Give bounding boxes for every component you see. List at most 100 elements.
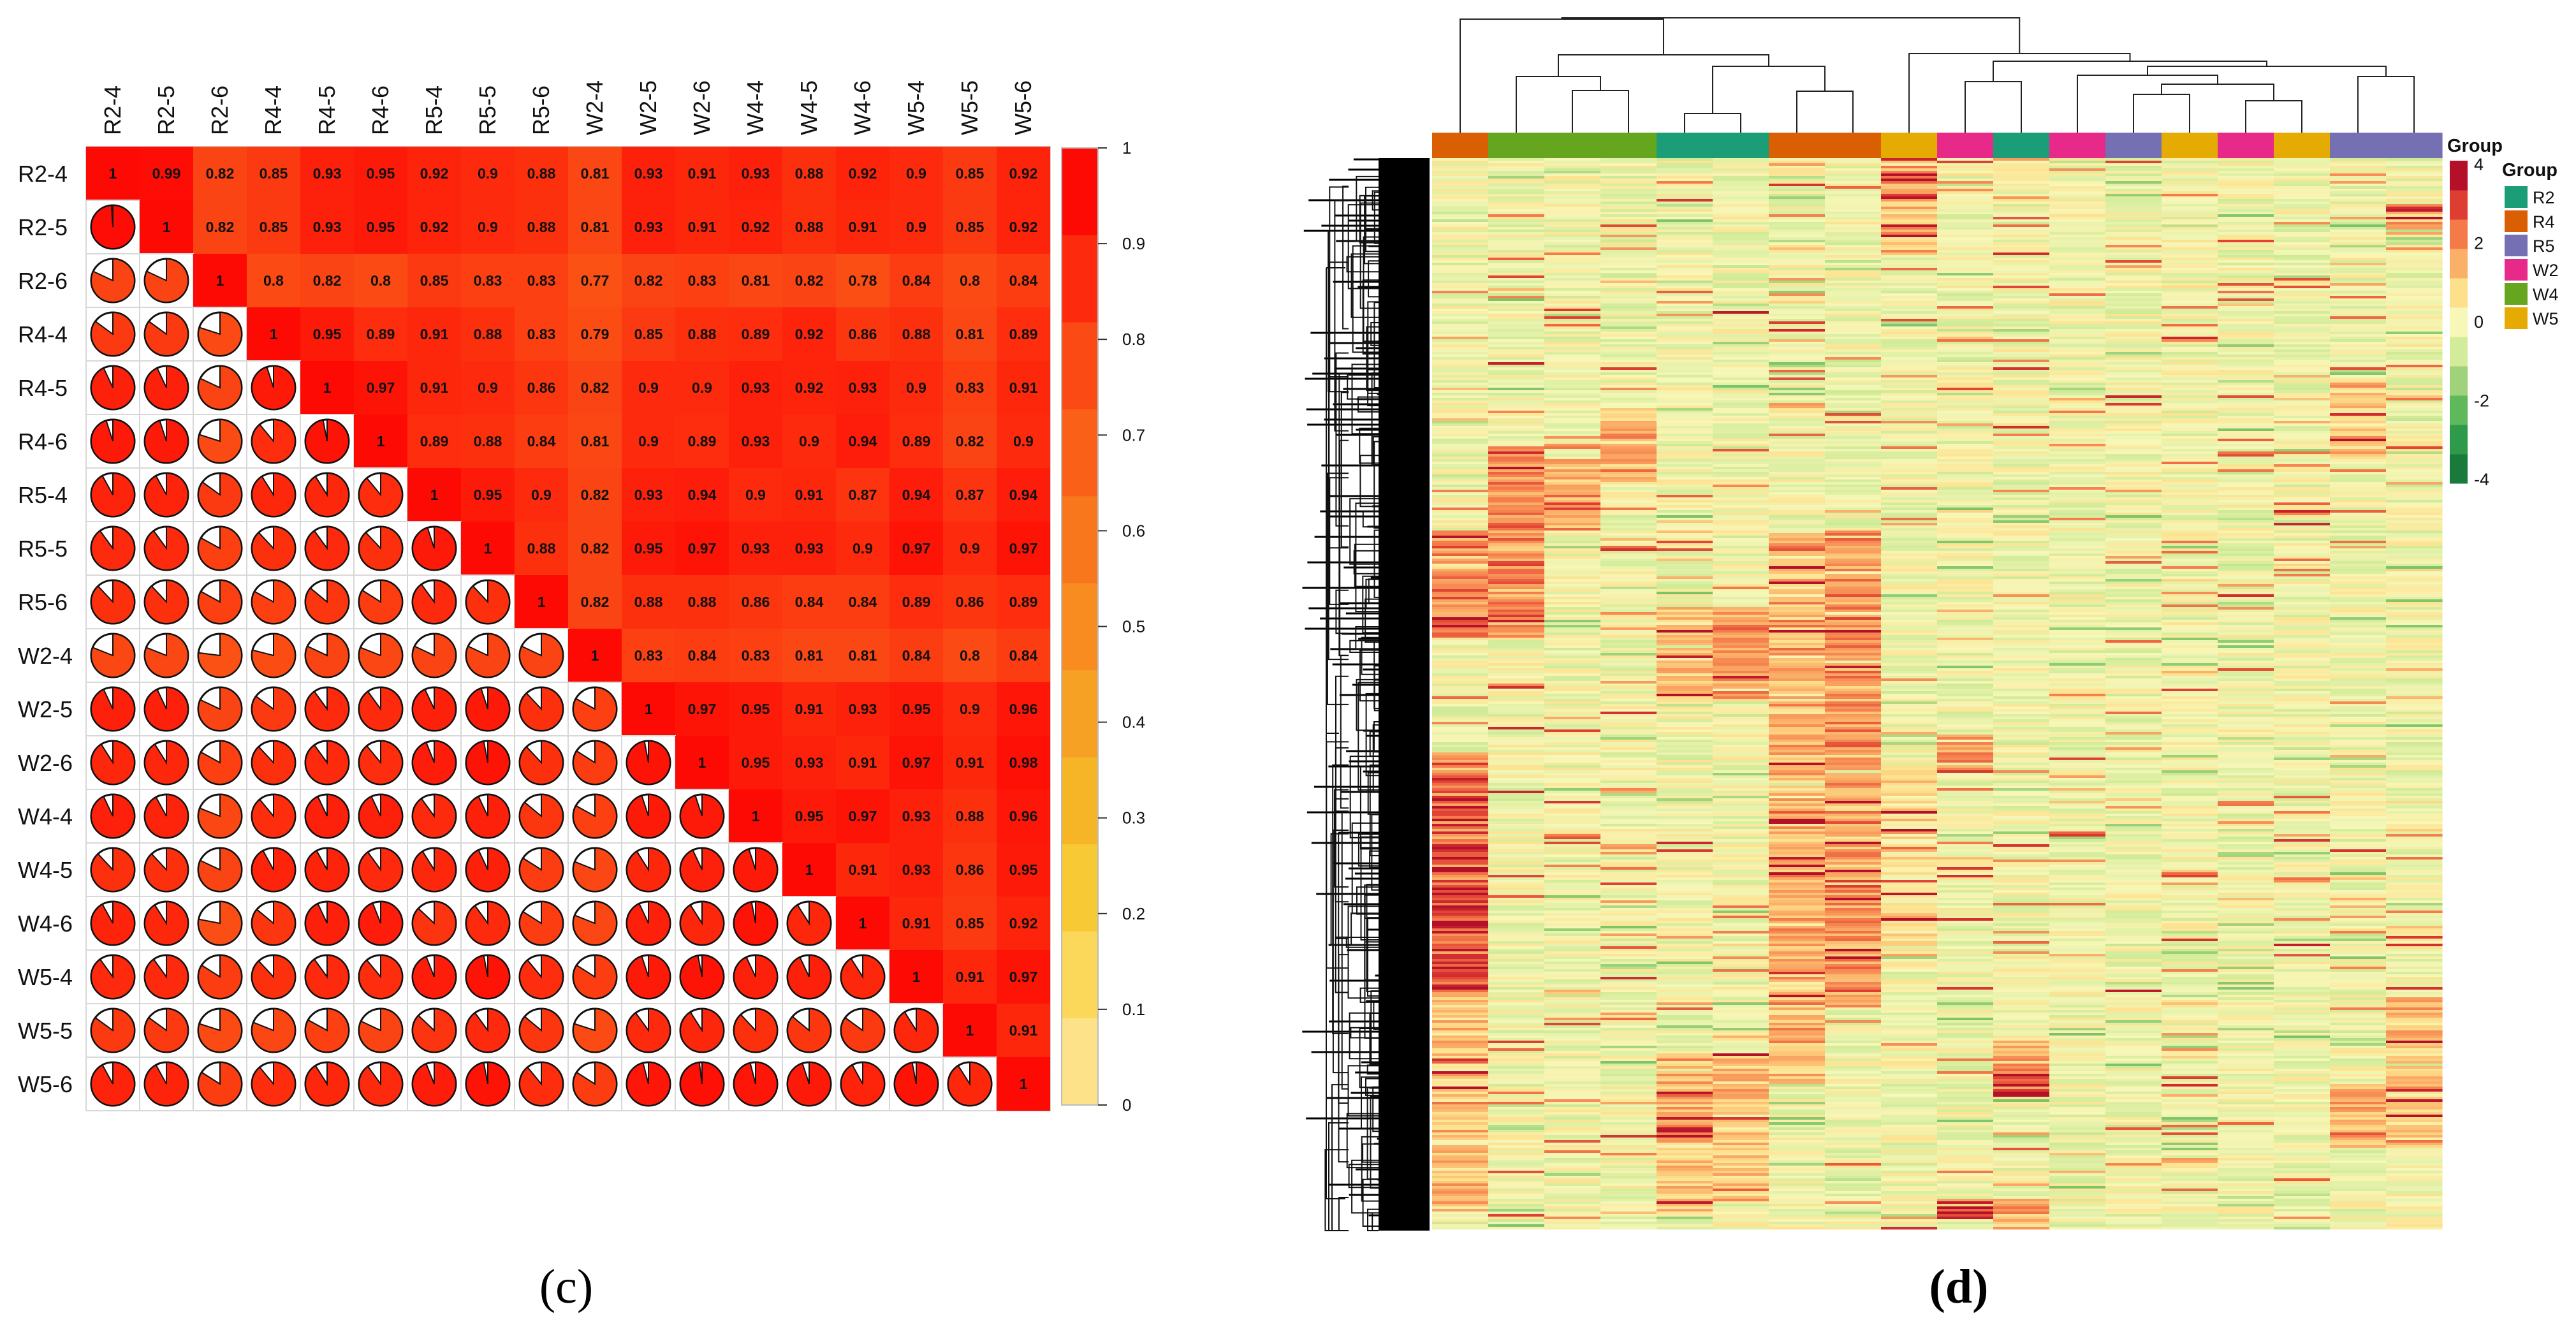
heatmap-cell — [1769, 523, 1826, 526]
heatmap-cell — [1544, 296, 1601, 299]
corr-cell-value: 0.98 — [1009, 754, 1038, 771]
heatmap-cell — [1488, 383, 1545, 386]
heatmap-cell — [1769, 1209, 1826, 1212]
heatmap-cell — [1657, 842, 1713, 845]
heatmap-cell — [1825, 278, 1882, 281]
heatmap-cell — [1600, 1104, 1657, 1108]
heatmap-cell — [1657, 329, 1713, 332]
dendrogram-branch — [1572, 90, 1629, 133]
pie-slice — [144, 793, 189, 838]
heatmap-cell — [1713, 235, 1769, 238]
heatmap-cell — [1825, 1189, 1882, 1192]
heatmap-cell — [1432, 230, 1489, 233]
corr-cell — [407, 361, 461, 414]
heatmap-cell — [1937, 281, 1994, 284]
heatmap-cell — [1713, 809, 1769, 812]
heatmap-cell — [1488, 1112, 1545, 1115]
heatmap-cell — [1769, 1089, 1826, 1092]
heatmap-cell — [1432, 408, 1489, 411]
corr-cell — [354, 307, 407, 361]
corr-cell — [407, 147, 461, 200]
heatmap-cell — [1769, 635, 1826, 638]
heatmap-cell — [1600, 270, 1657, 274]
heatmap-cell — [1713, 1176, 1769, 1179]
heatmap-cell — [1432, 1066, 1489, 1069]
heatmap-cell — [1544, 388, 1601, 391]
pie-slice — [412, 579, 457, 624]
heatmap-cell — [1544, 735, 1601, 738]
heatmap-cell — [1881, 571, 1938, 575]
heatmap-cell — [1600, 551, 1657, 554]
heatmap-cell — [1937, 235, 1994, 238]
heatmap-cell — [1769, 255, 1826, 258]
heatmap-cell — [1937, 321, 1994, 325]
heatmap-cell — [1657, 1173, 1713, 1176]
heatmap-cell — [1769, 1064, 1826, 1067]
heatmap-cell — [1488, 569, 1545, 572]
heatmap-cell — [1769, 1036, 1826, 1039]
heatmap-cell — [1657, 334, 1713, 337]
heatmap-cell — [1432, 880, 1489, 883]
heatmap-cell — [1713, 829, 1769, 832]
heatmap-cell — [1488, 406, 1545, 409]
corr-cell — [515, 254, 568, 307]
heatmap-cell — [1600, 936, 1657, 939]
heatmap-cell — [1488, 582, 1545, 585]
pie-slice — [840, 1061, 885, 1106]
heatmap-cell — [1769, 875, 1826, 878]
heatmap-cell — [1881, 954, 1938, 957]
heatmap-cell — [1600, 1010, 1657, 1013]
heatmap-cell — [1825, 1092, 1882, 1095]
heatmap-cell — [1825, 525, 1882, 529]
heatmap-cell — [1881, 668, 1938, 671]
corr-cell — [300, 307, 354, 361]
heatmap-cell — [1769, 1079, 1826, 1082]
heatmap-cell — [1544, 1074, 1601, 1077]
heatmap-cell — [1713, 551, 1769, 554]
heatmap-cell — [1769, 171, 1826, 174]
heatmap-cell — [1713, 589, 1769, 592]
heatmap-cell — [1600, 849, 1657, 853]
heatmap-cell — [1713, 638, 1769, 641]
heatmap-cell — [1937, 288, 1994, 291]
heatmap-cell — [1657, 844, 1713, 847]
heatmap-cell — [1769, 286, 1826, 289]
heatmap-cell — [1713, 990, 1769, 993]
heatmap-cell — [1937, 831, 1994, 835]
heatmap-cell — [1488, 344, 1545, 348]
heatmap-cell — [1544, 571, 1601, 575]
heatmap-cell — [1881, 474, 1938, 478]
heatmap-cell — [1769, 411, 1826, 414]
heatmap-cell — [1657, 518, 1713, 521]
heatmap-cell — [1769, 852, 1826, 855]
heatmap-cell — [1881, 1036, 1938, 1039]
heatmap-cell — [1432, 288, 1489, 291]
heatmap-cell — [1769, 1117, 1826, 1120]
corr-cell-value: 0.86 — [742, 594, 770, 610]
heatmap-cell — [1657, 349, 1713, 353]
heatmap-cell — [1825, 212, 1882, 215]
heatmap-cell — [1713, 439, 1769, 442]
heatmap-cell — [1825, 964, 1882, 967]
heatmap-cell — [1600, 472, 1657, 475]
heatmap-cell — [1937, 191, 1994, 194]
heatmap-cell — [1600, 184, 1657, 187]
heatmap-cell — [1881, 732, 1938, 735]
heatmap-cell — [1657, 525, 1713, 529]
corr-cell — [836, 414, 889, 468]
pie-slice — [412, 847, 457, 892]
heatmap-cell — [1544, 788, 1601, 791]
heatmap-cell — [1657, 245, 1713, 248]
heatmap-cell — [1544, 1002, 1601, 1006]
corr-cell-value: 0.82 — [581, 540, 610, 557]
heatmap-cell — [1432, 469, 1489, 472]
heatmap-cell — [1937, 230, 1994, 233]
heatmap-cell — [1432, 645, 1489, 648]
heatmap-cell — [1432, 161, 1489, 164]
heatmap-cell — [1937, 479, 1994, 483]
heatmap-cell — [1432, 882, 1489, 886]
heatmap-cell — [1769, 867, 1826, 870]
heatmap-cell — [1769, 1023, 1826, 1026]
heatmap-cell — [1657, 281, 1713, 284]
pie-slice — [144, 311, 189, 356]
